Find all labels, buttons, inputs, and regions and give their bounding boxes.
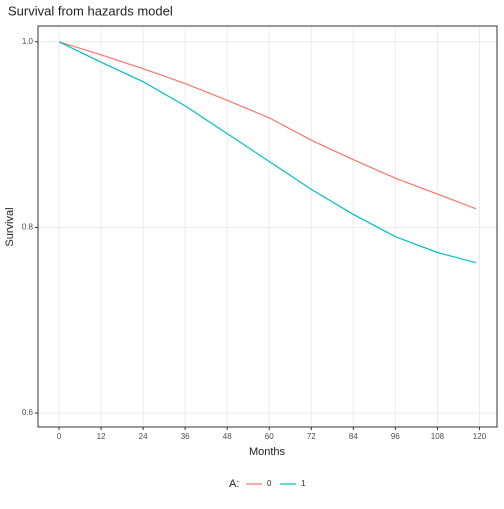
x-tick-label: 12	[97, 432, 106, 441]
legend-title: A:	[229, 478, 239, 490]
x-tick-label: 72	[307, 432, 316, 441]
chart-title: Survival from hazards model	[8, 3, 173, 18]
x-tick-label: 24	[139, 432, 148, 441]
series-line	[58, 41, 477, 210]
x-tick-label: 60	[265, 432, 274, 441]
y-tick-label: 0.8	[22, 223, 34, 232]
x-tick-label: 84	[349, 432, 358, 441]
x-tick-label: 120	[473, 432, 487, 441]
panel-border	[37, 25, 498, 428]
x-tick-label: 48	[223, 432, 232, 441]
series-line	[58, 41, 477, 264]
y-axis-label: Survival	[4, 207, 16, 246]
legend-label: 1	[301, 479, 306, 488]
y-tick-label: 1.0	[22, 37, 34, 46]
x-axis-label: Months	[249, 446, 286, 458]
y-tick-label: 0.6	[22, 408, 34, 417]
x-tick-label: 108	[431, 432, 445, 441]
x-tick-label: 96	[391, 432, 400, 441]
x-tick-label: 36	[181, 432, 190, 441]
legend-label: 0	[267, 479, 272, 488]
x-tick-label: 0	[57, 432, 62, 441]
